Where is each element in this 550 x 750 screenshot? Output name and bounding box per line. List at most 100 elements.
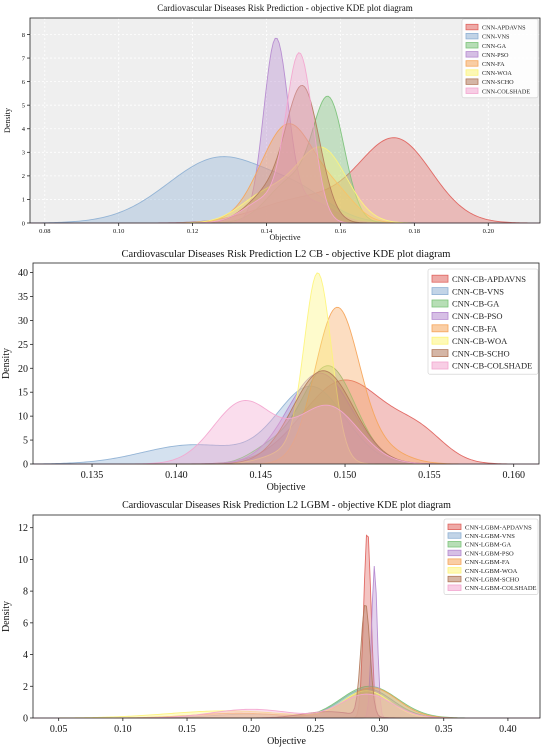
kde-area-cnn-cb-ga xyxy=(33,365,539,464)
x-tick-label: 0.140 xyxy=(165,470,188,481)
legend-label-cnn-lgbm-scho: CNN-LGBM-SCHO xyxy=(465,576,519,583)
legend-swatch-cnn-cb-vns xyxy=(431,287,449,295)
x-tick-label: 0.12 xyxy=(187,228,198,235)
y-tick-label: 30 xyxy=(18,316,28,327)
y-axis-label: Density xyxy=(1,348,12,379)
plot-frame xyxy=(32,514,541,719)
y-tick-label: 12 xyxy=(18,523,28,534)
y-tick-label: 0 xyxy=(23,714,28,725)
y-tick-label: 0 xyxy=(23,460,28,471)
legend-swatch-cnn-lgbm-scho xyxy=(447,575,462,583)
chart-panel-l2-cb: 0.135 0.140 0.145 0.150 0.155 0.160 0 5 10 15 20 25… xyxy=(1,249,540,493)
y-tick-label: 15 xyxy=(18,388,28,399)
legend-box xyxy=(427,268,539,375)
legend-swatch-cnn-lgbm-apdavns xyxy=(447,523,462,531)
plot-frame xyxy=(29,17,541,224)
x-axis-label: Objective xyxy=(267,736,306,747)
x-axis-label: Objective xyxy=(267,482,306,493)
legend-label-cnn-lgbm-colshade: CNN-LGBM-COLSHADE xyxy=(465,585,537,592)
kde-area-cnn-vns xyxy=(30,156,540,223)
legend-swatch-cnn-cb-fa xyxy=(431,324,449,333)
legend-swatch-cnn-lgbm-pso xyxy=(447,549,462,557)
y-tick-label: 2 xyxy=(23,682,28,693)
x-tick-label: 0.14 xyxy=(261,228,273,235)
legend-label-cnn-vns: CNN-VNS xyxy=(482,34,510,41)
legend-swatch-cnn-cb-pso xyxy=(431,312,449,320)
x-tick-label: 0.16 xyxy=(335,228,347,235)
kde-area-cnn-cb-colshade xyxy=(33,400,539,464)
y-tick-label: 0 xyxy=(22,220,25,227)
legend-swatch-cnn-cb-colshade xyxy=(431,361,449,370)
x-tick-label: 0.08 xyxy=(39,228,50,235)
legend-label-cnn-woa: CNN-WOA xyxy=(482,70,512,77)
y-tick-label: 6 xyxy=(23,618,28,629)
legend-box xyxy=(443,518,539,595)
kde-area-cnn-scho xyxy=(30,85,540,223)
chart-panel-objective: 0.08 0.10 0.12 0.14 0.16 0.18 0.20 0 1 2 3 4 5 6 7 8 Car… xyxy=(3,3,541,242)
x-tick-label: 0.155 xyxy=(418,470,441,481)
chart-title: Cardiovascular Diseases Risk Prediction … xyxy=(122,500,451,511)
legend-swatch-cnn-cb-apdavns xyxy=(431,274,449,283)
legend-swatch-cnn-woa xyxy=(465,69,479,76)
y-tick-label: 10 xyxy=(18,555,28,566)
y-tick-label: 6 xyxy=(22,79,26,86)
legend-label-cnn-cb-pso: CNN-CB-PSO xyxy=(452,311,503,321)
legend-label-cnn-lgbm-ga: CNN-LGBM-GA xyxy=(465,542,512,549)
chart-panel-l2-lgbm: 0.05 0.10 0.15 0.20 0.25 0.30 0.35 0.40 0 2 4 6 8 10 1… xyxy=(1,500,541,747)
x-tick-label: 0.25 xyxy=(307,724,325,735)
legend-label-cnn-lgbm-vns: CNN-LGBM-VNS xyxy=(465,533,515,540)
kde-area-cnn-lgbm-colshade xyxy=(33,694,540,718)
legend-swatch-cnn-colshade xyxy=(465,87,479,94)
legend-label-cnn-lgbm-pso: CNN-LGBM-PSO xyxy=(465,550,514,557)
legend-label-cnn-cb-ga: CNN-CB-GA xyxy=(452,299,500,309)
y-tick-label: 4 xyxy=(23,650,28,661)
x-tick-label: 0.10 xyxy=(113,228,124,235)
legend-label-cnn-scho: CNN-SCHO xyxy=(482,79,514,86)
legend-label-cnn-colshade: CNN-COLSHADE xyxy=(482,88,530,95)
y-tick-label: 2 xyxy=(22,173,25,180)
legend-label-cnn-pso: CNN-PSO xyxy=(482,52,509,59)
legend-swatch-cnn-vns xyxy=(465,33,479,40)
y-tick-label: 8 xyxy=(23,587,28,598)
x-tick-label: 0.15 xyxy=(178,724,196,735)
y-tick-label: 35 xyxy=(18,292,28,303)
legend-swatch-cnn-ga xyxy=(465,42,479,49)
kde-area-cnn-ga xyxy=(30,96,540,223)
y-tick-label: 25 xyxy=(18,340,28,351)
kde-area-cnn-apdavns xyxy=(30,137,540,223)
y-tick-label: 5 xyxy=(23,436,28,447)
legend-label-cnn-cb-woa: CNN-CB-WOA xyxy=(452,336,508,346)
y-axis-label: Density xyxy=(3,108,12,133)
legend-swatch-cnn-pso xyxy=(465,51,479,58)
x-tick-label: 0.135 xyxy=(81,470,104,481)
plot-frame xyxy=(32,262,540,465)
legend-label-cnn-cb-scho: CNN-CB-SCHO xyxy=(452,348,510,358)
x-axis-label: Objective xyxy=(269,233,301,242)
chart-title: Cardiovascular Diseases Risk Prediction … xyxy=(157,3,412,13)
legend-swatch-cnn-cb-ga xyxy=(431,299,449,308)
legend-label-cnn-lgbm-woa: CNN-LGBM-WOA xyxy=(465,568,518,575)
legend-label-cnn-fa: CNN-FA xyxy=(482,61,505,68)
legend-swatch-cnn-lgbm-fa xyxy=(447,558,462,565)
x-tick-label: 0.150 xyxy=(334,470,357,481)
legend-label-cnn-cb-colshade: CNN-CB-COLSHADE xyxy=(452,361,532,371)
legend-label-cnn-lgbm-apdavns: CNN-LGBM-APDAVNS xyxy=(465,524,532,531)
legend-swatch-cnn-apdavns xyxy=(465,23,479,31)
y-tick-label: 8 xyxy=(22,32,25,39)
x-tick-label: 0.30 xyxy=(371,724,389,735)
kde-area-cnn-woa xyxy=(30,146,540,223)
y-tick-label: 10 xyxy=(18,412,28,423)
x-tick-label: 0.35 xyxy=(435,724,453,735)
x-tick-label: 0.20 xyxy=(242,724,260,735)
legend-swatch-cnn-lgbm-colshade xyxy=(447,584,462,591)
y-tick-label: 20 xyxy=(18,364,28,375)
x-tick-label: 0.160 xyxy=(502,470,525,481)
legend-swatch-cnn-cb-woa xyxy=(431,336,449,345)
y-tick-label: 1 xyxy=(22,197,25,204)
x-tick-label: 0.05 xyxy=(50,724,68,735)
legend-swatch-cnn-lgbm-ga xyxy=(447,541,462,548)
legend-label-cnn-ga: CNN-GA xyxy=(482,43,507,50)
kde-area-cnn-colshade xyxy=(30,52,540,223)
y-axis-label: Density xyxy=(1,601,12,632)
y-tick-label: 7 xyxy=(22,55,26,62)
